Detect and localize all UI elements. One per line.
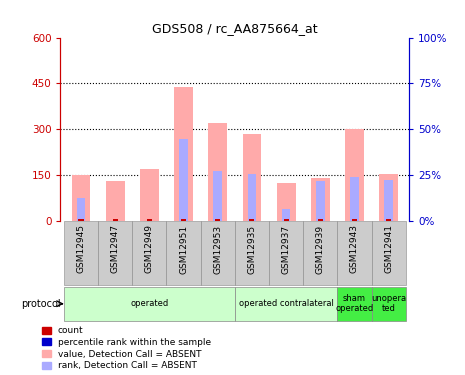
- Text: GSM12947: GSM12947: [111, 224, 120, 273]
- Bar: [147, 219, 152, 221]
- Bar: [213, 171, 222, 221]
- Legend: count, percentile rank within the sample, value, Detection Call = ABSENT, rank, : count, percentile rank within the sample…: [42, 326, 211, 370]
- FancyBboxPatch shape: [338, 221, 372, 285]
- Text: GSM12953: GSM12953: [213, 224, 222, 274]
- Text: GSM12941: GSM12941: [384, 224, 393, 273]
- Bar: [174, 87, 193, 221]
- Text: GSM12943: GSM12943: [350, 224, 359, 273]
- Bar: [277, 183, 296, 221]
- Bar: [106, 182, 125, 221]
- Bar: [282, 209, 290, 221]
- Bar: [181, 219, 186, 221]
- Bar: [311, 178, 330, 221]
- Text: GSM12951: GSM12951: [179, 224, 188, 274]
- Bar: [113, 219, 118, 221]
- Bar: [386, 219, 391, 221]
- Bar: [352, 219, 357, 221]
- FancyBboxPatch shape: [64, 221, 98, 285]
- Text: protocol: protocol: [21, 299, 61, 309]
- Bar: [248, 174, 256, 221]
- Text: GSM12937: GSM12937: [282, 224, 291, 274]
- Text: unopera
ted: unopera ted: [371, 294, 406, 314]
- Bar: [385, 180, 393, 221]
- FancyBboxPatch shape: [200, 221, 235, 285]
- Text: GSM12939: GSM12939: [316, 224, 325, 274]
- FancyBboxPatch shape: [166, 221, 200, 285]
- FancyBboxPatch shape: [235, 287, 338, 321]
- Text: GSM12935: GSM12935: [247, 224, 256, 274]
- Text: operated contralateral: operated contralateral: [239, 299, 333, 308]
- Bar: [243, 134, 261, 221]
- Bar: [208, 123, 227, 221]
- FancyBboxPatch shape: [372, 221, 406, 285]
- Bar: [350, 177, 359, 221]
- Title: GDS508 / rc_AA875664_at: GDS508 / rc_AA875664_at: [152, 22, 318, 35]
- Bar: [249, 219, 254, 221]
- Bar: [379, 174, 398, 221]
- Text: GSM12949: GSM12949: [145, 224, 154, 273]
- FancyBboxPatch shape: [269, 221, 303, 285]
- Bar: [140, 169, 159, 221]
- Bar: [179, 139, 188, 221]
- Bar: [215, 219, 220, 221]
- Text: GSM12945: GSM12945: [76, 224, 86, 273]
- FancyBboxPatch shape: [235, 221, 269, 285]
- Bar: [345, 129, 364, 221]
- FancyBboxPatch shape: [132, 221, 166, 285]
- FancyBboxPatch shape: [64, 287, 235, 321]
- Bar: [284, 219, 289, 221]
- FancyBboxPatch shape: [338, 287, 372, 321]
- Bar: [72, 176, 90, 221]
- Bar: [77, 198, 85, 221]
- Text: operated: operated: [130, 299, 168, 308]
- Bar: [316, 182, 325, 221]
- Bar: [79, 219, 84, 221]
- FancyBboxPatch shape: [303, 221, 338, 285]
- Text: sham
operated: sham operated: [335, 294, 373, 314]
- FancyBboxPatch shape: [372, 287, 406, 321]
- Bar: [318, 219, 323, 221]
- FancyBboxPatch shape: [98, 221, 132, 285]
